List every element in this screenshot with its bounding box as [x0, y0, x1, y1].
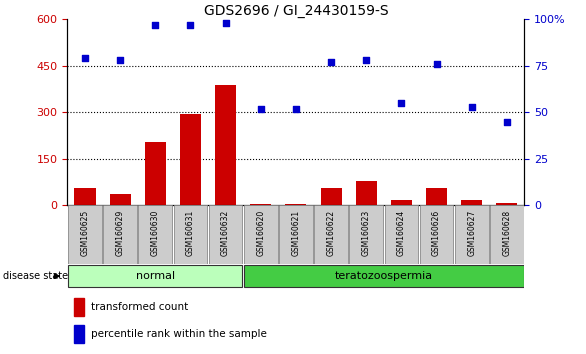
Text: disease state: disease state [3, 271, 68, 281]
FancyBboxPatch shape [68, 205, 102, 264]
Title: GDS2696 / GI_24430159-S: GDS2696 / GI_24430159-S [203, 5, 389, 18]
Point [326, 59, 336, 65]
Bar [180, 114, 201, 205]
FancyBboxPatch shape [349, 205, 383, 264]
Point [432, 61, 441, 67]
Bar [285, 204, 306, 205]
Bar [250, 204, 271, 205]
Bar [110, 194, 131, 205]
Bar [321, 188, 342, 205]
Point [186, 22, 195, 28]
Text: GSM160623: GSM160623 [362, 210, 371, 256]
Text: GSM160620: GSM160620 [256, 210, 265, 256]
Bar [74, 298, 84, 316]
Bar [461, 200, 482, 205]
FancyBboxPatch shape [209, 205, 243, 264]
Bar [74, 188, 96, 205]
Text: GSM160632: GSM160632 [221, 210, 230, 256]
FancyBboxPatch shape [244, 205, 278, 264]
Text: GSM160629: GSM160629 [115, 210, 125, 256]
FancyBboxPatch shape [68, 265, 243, 287]
Point [256, 106, 265, 112]
Text: GSM160630: GSM160630 [151, 210, 160, 256]
Text: GSM160626: GSM160626 [432, 210, 441, 256]
FancyBboxPatch shape [103, 205, 137, 264]
Bar [496, 203, 517, 205]
Text: transformed count: transformed count [91, 302, 189, 312]
Text: GSM160621: GSM160621 [291, 210, 301, 256]
FancyBboxPatch shape [314, 205, 348, 264]
Text: percentile rank within the sample: percentile rank within the sample [91, 329, 267, 339]
FancyBboxPatch shape [420, 205, 454, 264]
FancyBboxPatch shape [173, 205, 207, 264]
Text: teratozoospermia: teratozoospermia [335, 271, 433, 281]
Point [502, 119, 512, 125]
Bar [426, 188, 447, 205]
Point [80, 56, 90, 61]
Point [221, 21, 230, 26]
Point [467, 104, 476, 110]
FancyBboxPatch shape [490, 205, 524, 264]
Point [115, 58, 125, 63]
FancyBboxPatch shape [384, 205, 418, 264]
FancyBboxPatch shape [455, 205, 489, 264]
Text: GSM160631: GSM160631 [186, 210, 195, 256]
FancyBboxPatch shape [244, 265, 524, 287]
Point [397, 100, 406, 106]
Text: GSM160625: GSM160625 [80, 210, 90, 256]
Text: GSM160624: GSM160624 [397, 210, 406, 256]
Point [362, 58, 371, 63]
Bar [145, 142, 166, 205]
Text: GSM160622: GSM160622 [326, 210, 336, 256]
Bar [74, 325, 84, 343]
FancyBboxPatch shape [138, 205, 172, 264]
Text: GSM160627: GSM160627 [467, 210, 476, 256]
Text: normal: normal [136, 271, 175, 281]
FancyBboxPatch shape [279, 205, 313, 264]
Bar [356, 181, 377, 205]
Point [291, 106, 301, 112]
Text: GSM160628: GSM160628 [502, 210, 512, 256]
Bar [215, 85, 236, 205]
Point [151, 22, 160, 28]
Bar [391, 200, 412, 205]
